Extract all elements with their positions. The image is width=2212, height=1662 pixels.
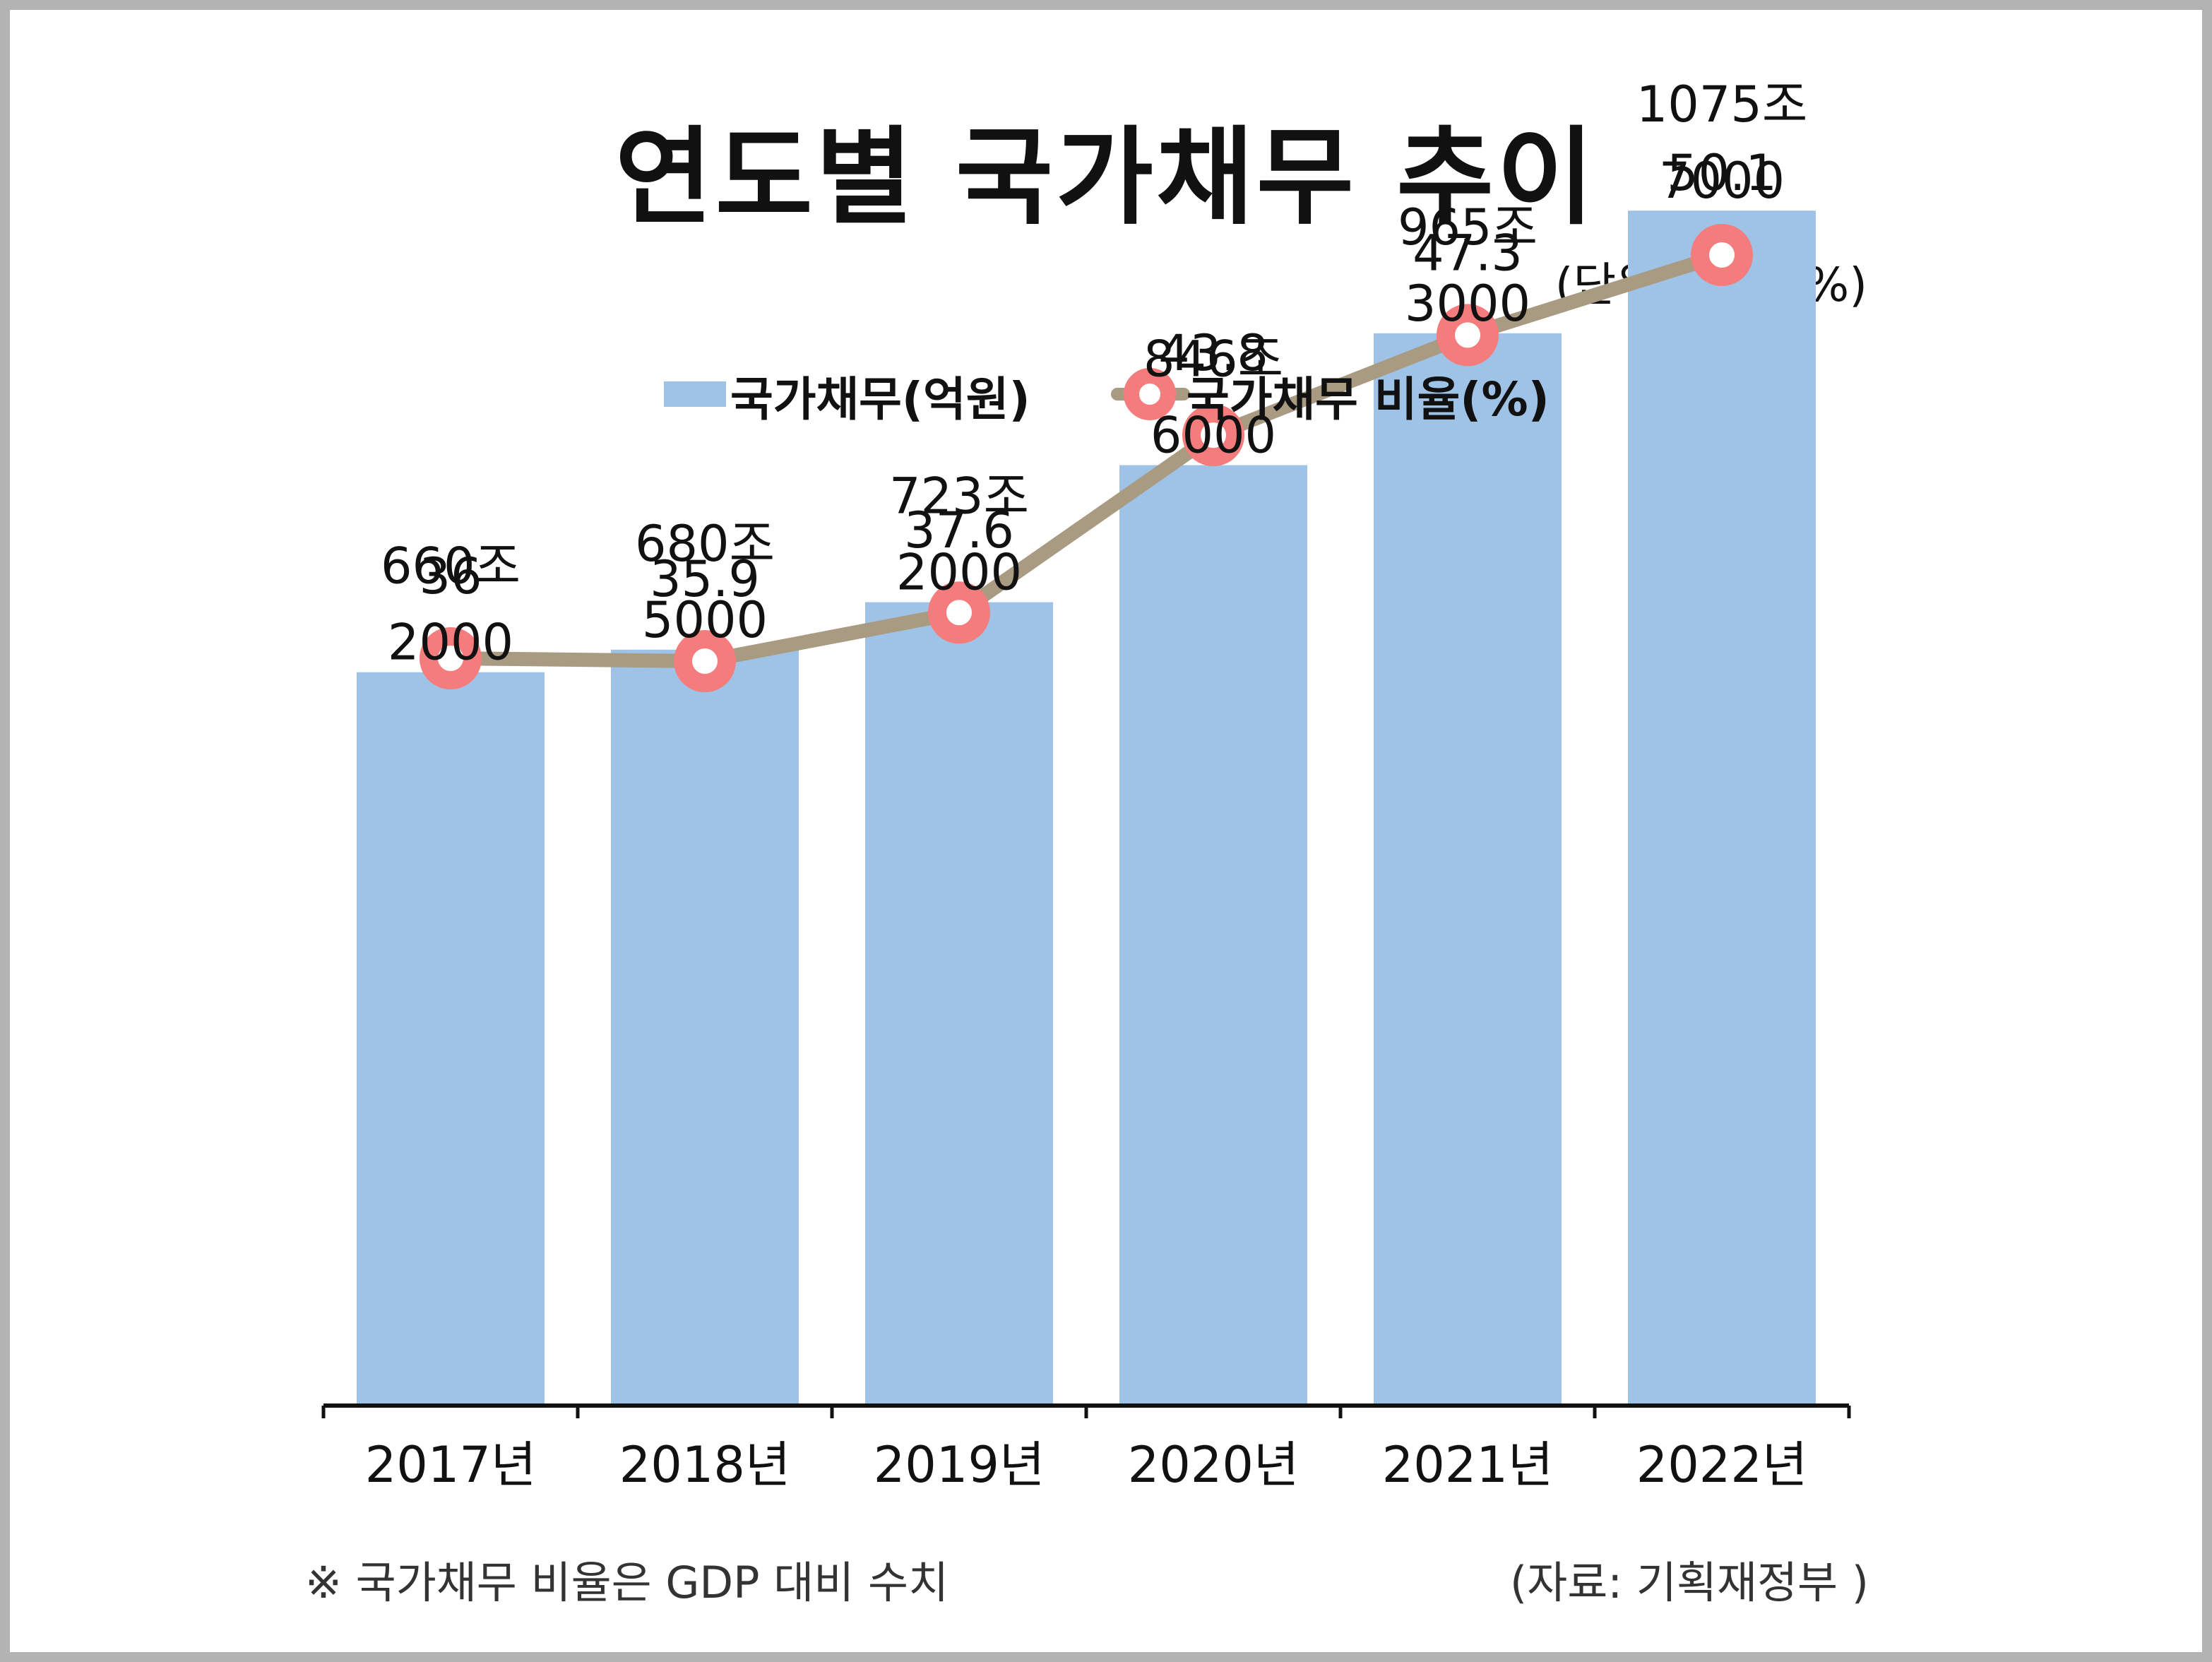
- ratio-label-2: 37.6: [904, 501, 1014, 559]
- legend-bar-swatch: [664, 381, 726, 407]
- bar-value-label-2-line2: 2000: [896, 544, 1022, 602]
- bar-value-label-0-line2: 2000: [388, 614, 513, 672]
- ratio-point-4: [1437, 304, 1499, 367]
- bar-value-label-5-line2: 7000: [1659, 152, 1785, 210]
- bar-2: [865, 602, 1053, 1406]
- labels-layer: 660조 2000 680조 5000 723조 2000 846조 6000 965조 3000…: [381, 76, 1807, 671]
- bar-value-label-1-line1: 680조: [635, 515, 775, 573]
- ratio-point-3: [1182, 404, 1244, 467]
- ratio-label-0: 36: [419, 547, 482, 605]
- ratio-line: [444, 247, 1729, 669]
- x-axis: 2017년 2018년 2019년 2020년 2021년 2022년: [321, 1403, 1851, 1494]
- bar-value-label-4-line2: 3000: [1405, 275, 1530, 333]
- source-note: (자료: 기획재정부 ): [1510, 1557, 1869, 1608]
- bar-0: [357, 672, 545, 1406]
- ratio-point-0: [420, 627, 482, 689]
- bar-5: [1628, 210, 1816, 1406]
- bars-layer: [357, 210, 1816, 1406]
- legend-line-label: 국가채무 비율(%): [1187, 372, 1550, 427]
- bar-value-label-3-line2: 6000: [1150, 407, 1276, 465]
- ratio-label-1: 35.9: [650, 550, 760, 608]
- bar-4: [1374, 333, 1562, 1406]
- ratio-point-2: [928, 581, 990, 644]
- x-tick-label-5: 2022년: [1636, 1436, 1808, 1494]
- legend-line-marker: [1111, 368, 1190, 420]
- x-tick-label-3: 2020년: [1128, 1436, 1300, 1494]
- bar-value-label-0-line1: 660조: [381, 538, 521, 595]
- ratio-label-3: 43.8: [1158, 324, 1268, 382]
- bar-value-label-1-line2: 5000: [642, 591, 768, 649]
- legend-bar-label: 국가채무(억원): [730, 372, 1030, 427]
- bar-value-label-3-line1: 846조: [1143, 331, 1283, 388]
- footnote: ※ 국가채무 비율은 GDP 대비 수치: [305, 1557, 949, 1608]
- bar-value-label-2-line1: 723조: [889, 468, 1029, 526]
- x-tick-label-2: 2019년: [874, 1436, 1045, 1494]
- bar-3: [1119, 465, 1307, 1406]
- x-tick-label-0: 2017년: [365, 1436, 537, 1494]
- ratio-point-5: [1691, 223, 1753, 286]
- ratio-label-4: 47.3: [1413, 224, 1523, 282]
- x-tick-label-4: 2021년: [1382, 1436, 1554, 1494]
- line-layer: [420, 223, 1753, 693]
- chart-title: 연도별 국가채무 추이: [614, 117, 1598, 239]
- x-tick-label-1: 2018년: [619, 1436, 791, 1494]
- ratio-label-5: 50.1: [1667, 144, 1777, 202]
- bar-value-label-4-line1: 965조: [1398, 198, 1538, 256]
- ratio-point-1: [674, 630, 736, 693]
- bar-value-label-5-line1: 1075조: [1636, 76, 1808, 133]
- bar-1: [611, 649, 799, 1406]
